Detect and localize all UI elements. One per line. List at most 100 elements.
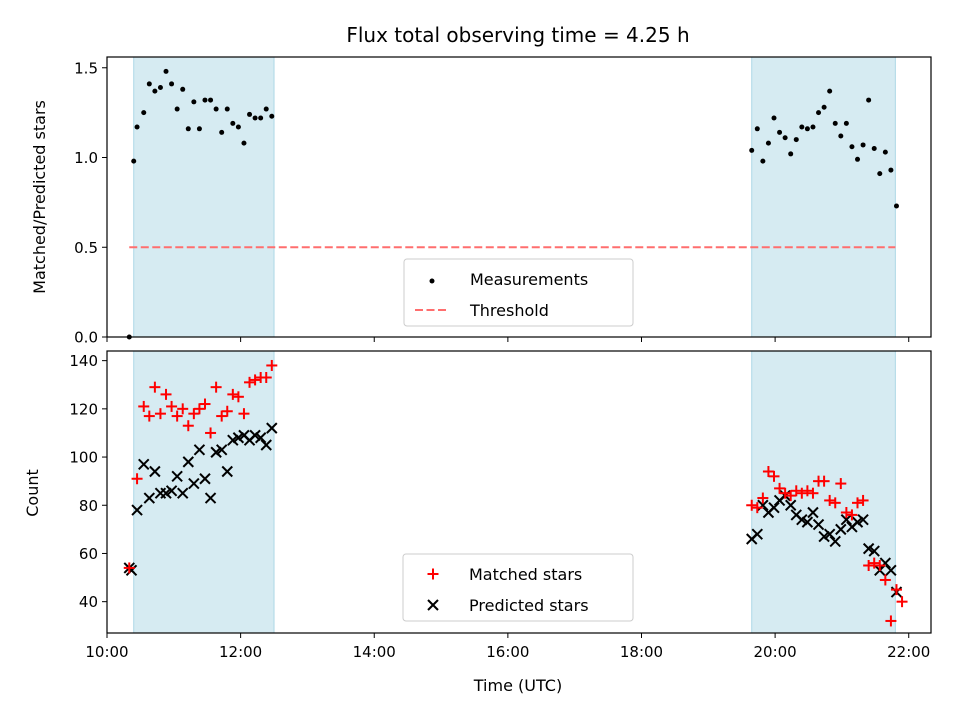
matched-star-point xyxy=(149,381,161,393)
measurement-point xyxy=(866,97,872,103)
top-band-1 xyxy=(751,57,896,337)
matched-star-point xyxy=(171,410,183,422)
matched-star-point xyxy=(762,466,774,478)
legend-matched-marker xyxy=(427,568,439,580)
matched-star-point xyxy=(874,560,886,572)
measurement-point xyxy=(893,203,899,209)
bottom-frame xyxy=(106,350,932,634)
matched-star-point xyxy=(227,388,239,400)
matched-star-point xyxy=(182,420,194,432)
marker-stroke xyxy=(868,545,880,557)
marker-stroke xyxy=(249,429,261,442)
top-band-0 xyxy=(133,57,275,337)
marker-stroke xyxy=(790,509,802,521)
marker-stroke xyxy=(177,487,189,499)
predicted-star-point xyxy=(193,444,206,456)
matched-star-point xyxy=(896,596,908,608)
marker-stroke xyxy=(182,456,194,468)
matched-star-point xyxy=(249,374,261,386)
measurement-point xyxy=(849,144,855,150)
marker-stroke xyxy=(238,429,250,442)
legend-predicted-marker xyxy=(427,599,439,611)
matched-star-point xyxy=(188,408,200,420)
predicted-star-point xyxy=(885,564,897,577)
measurement-point xyxy=(793,137,799,143)
top-panel: 0.0 0.5 1.0 1.5 Matched/Predicted stars Mea… xyxy=(30,56,932,347)
marker-stroke xyxy=(131,504,143,516)
top-frame xyxy=(106,56,932,338)
predicted-star-point xyxy=(149,465,161,478)
matched-star-point xyxy=(852,497,864,509)
measurement-point xyxy=(202,97,208,103)
marker-stroke xyxy=(149,465,161,478)
bottom-legend-label: Matched stars xyxy=(469,565,582,584)
marker-stroke xyxy=(260,439,272,451)
marker-stroke xyxy=(784,499,797,511)
predicted-star-point xyxy=(215,444,228,456)
marker-stroke xyxy=(427,599,439,611)
top-ylabel: Matched/Predicted stars xyxy=(30,100,49,294)
predicted-star-point xyxy=(868,545,880,557)
matched-star-point xyxy=(216,410,228,422)
matched-star-point xyxy=(807,487,819,499)
predicted-star-point xyxy=(199,473,211,485)
matched-star-point xyxy=(131,473,143,485)
matched-star-point xyxy=(154,408,166,420)
matched-star-point xyxy=(840,506,852,518)
marker-stroke xyxy=(812,518,825,531)
marker-stroke xyxy=(254,432,267,444)
measurement-point xyxy=(241,140,247,146)
marker-stroke xyxy=(768,501,780,514)
marker-stroke xyxy=(857,514,869,526)
marker-stroke xyxy=(138,458,150,470)
predicted-star-point xyxy=(807,506,819,519)
matched-star-point xyxy=(857,494,869,506)
matched-star-point xyxy=(757,492,769,504)
matched-star-point xyxy=(835,478,847,490)
marker-stroke xyxy=(199,473,211,485)
measurement-point xyxy=(804,126,810,132)
predicted-star-point xyxy=(165,485,178,497)
predicted-star-point xyxy=(768,501,780,514)
matched-star-point xyxy=(796,487,808,499)
bottom-ytick-label: 120 xyxy=(69,400,98,418)
top-ytick-label: 1.5 xyxy=(74,59,98,77)
marker-stroke xyxy=(125,564,138,577)
marker-stroke xyxy=(221,465,233,478)
marker-stroke xyxy=(885,564,897,577)
predicted-star-point xyxy=(204,492,217,504)
matched-star-point xyxy=(138,400,150,412)
bottom-legend: Matched stars Predicted stars xyxy=(402,553,634,622)
predicted-star-point xyxy=(254,432,267,444)
matched-star-point xyxy=(885,615,897,627)
matched-star-point xyxy=(266,359,278,371)
marker-stroke xyxy=(266,422,278,434)
measurement-point xyxy=(252,115,258,121)
measurement-point xyxy=(263,106,269,112)
bottom-xtick-label: 14:00 xyxy=(353,643,396,661)
matched-star-point xyxy=(746,499,758,511)
predicted-star-point xyxy=(266,422,278,434)
measurement-point xyxy=(749,147,755,153)
marker-stroke xyxy=(165,485,178,497)
matched-star-point xyxy=(824,494,836,506)
predicted-star-point xyxy=(260,439,272,451)
measurement-point xyxy=(219,129,225,135)
measurement-point xyxy=(771,115,777,121)
bottom-band-1 xyxy=(751,351,896,633)
measurement-point xyxy=(185,126,191,132)
bottom-legend-label: Predicted stars xyxy=(469,596,589,615)
measurement-point xyxy=(157,85,163,91)
measurement-point xyxy=(777,129,783,135)
measurement-point xyxy=(888,167,894,173)
measurement-point xyxy=(816,110,822,116)
predicted-star-point xyxy=(751,528,763,540)
predicted-star-point xyxy=(221,465,233,478)
matched-star-point xyxy=(863,560,875,572)
chart-title: Flux total observing time = 4.25 h xyxy=(346,23,689,47)
predicted-star-point xyxy=(823,528,836,540)
predicted-star-point xyxy=(171,470,183,483)
matched-star-point xyxy=(143,410,155,422)
top-legend-label: Measurements xyxy=(470,270,588,289)
measurement-point xyxy=(882,149,888,155)
